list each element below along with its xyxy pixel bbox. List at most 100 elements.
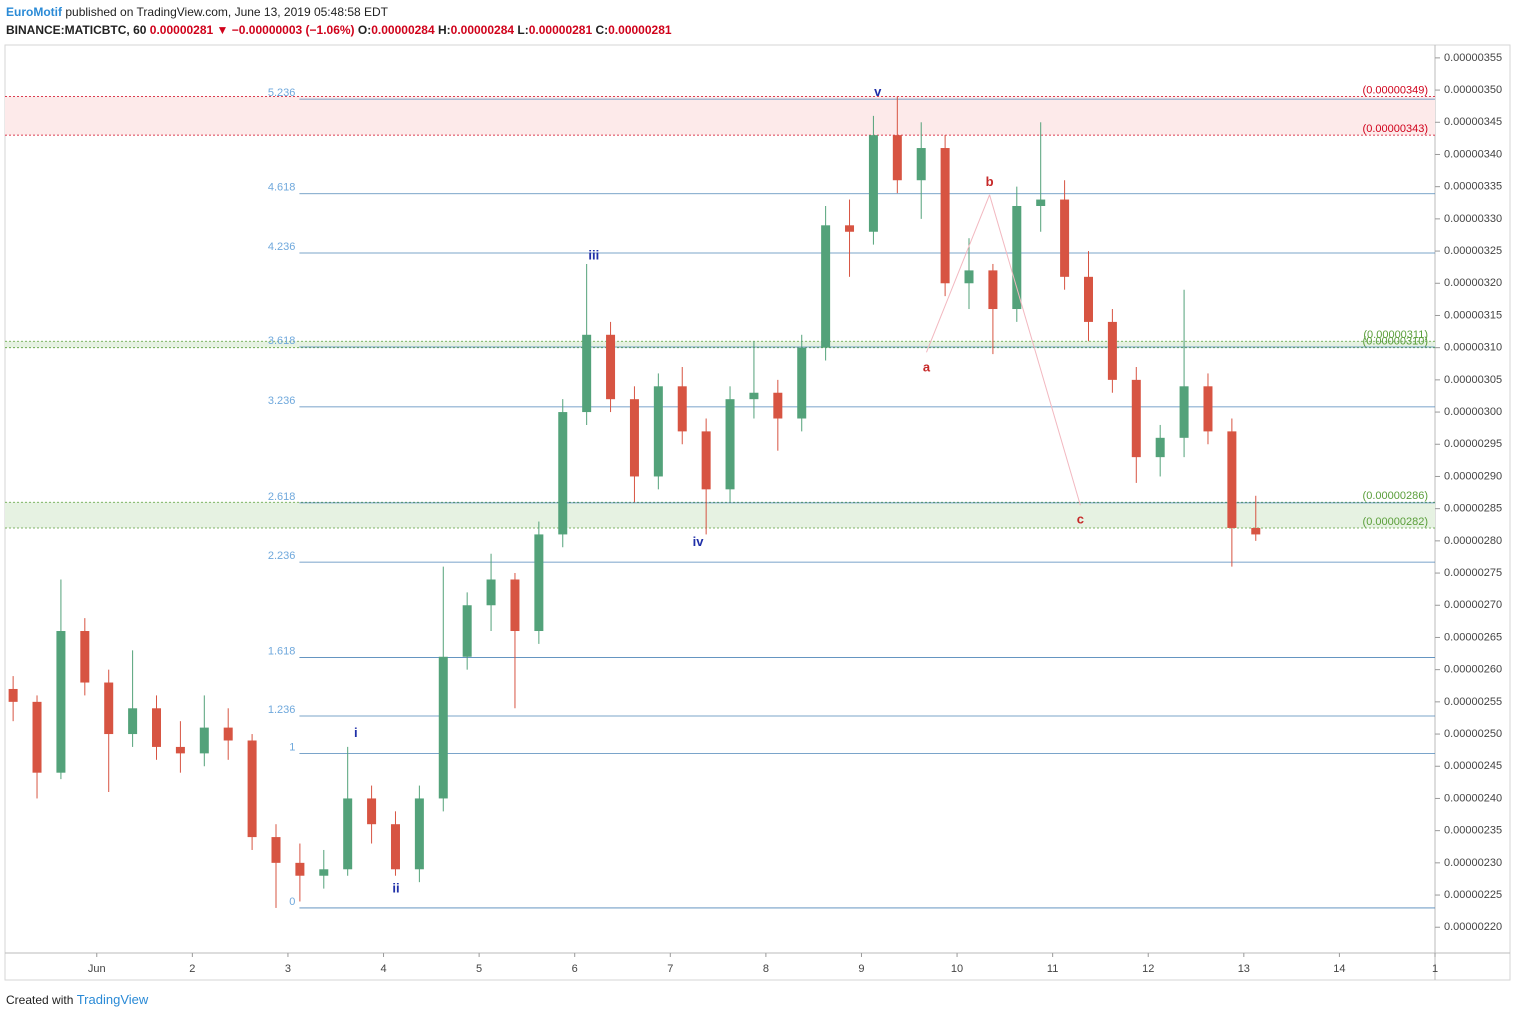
y-tick-label: 0.00000300	[1444, 406, 1502, 418]
candle-body	[295, 862, 305, 876]
candle-body	[701, 431, 711, 490]
y-tick-label: 0.00000355	[1444, 52, 1502, 64]
fib-ratio: 4.618	[268, 182, 296, 194]
y-tick-label: 0.00000255	[1444, 696, 1502, 708]
chart: 0.00000355 0.00000350 0.00000345 0.00000340…	[4, 44, 1511, 981]
y-tick-label: 0.00000265	[1444, 631, 1502, 643]
candle-body	[916, 148, 926, 181]
y-tick-label: 0.00000245	[1444, 760, 1502, 772]
candle-body	[1227, 431, 1237, 528]
candle-body	[1251, 527, 1261, 535]
fib-ratio: 1.618	[268, 645, 296, 657]
candle-body	[128, 708, 138, 735]
candle-body	[247, 740, 257, 838]
down-arrow: ▼	[216, 23, 229, 37]
candle-body	[653, 386, 663, 477]
x-tick-label: 12	[1142, 963, 1154, 975]
candle-body	[677, 386, 687, 432]
y-tick-label: 0.00000260	[1444, 664, 1502, 676]
x-tick-label: 5	[476, 963, 482, 975]
l-label: L:	[517, 23, 529, 37]
fib-ratio: 0	[289, 896, 295, 908]
brand[interactable]: TradingView	[76, 992, 149, 1007]
x-tick-label: 4	[380, 963, 386, 975]
o-label: O:	[357, 23, 372, 37]
y-tick-label: 0.00000330	[1444, 213, 1502, 225]
candle-body	[1060, 199, 1070, 277]
candle-body	[343, 798, 353, 870]
abc-line	[926, 194, 991, 353]
wave-label: ii	[392, 881, 399, 896]
candle-body	[1107, 321, 1117, 380]
y-tick-label: 0.00000340	[1444, 148, 1502, 160]
candle-body	[892, 135, 902, 181]
x-tick-label: 14	[1333, 963, 1345, 975]
candle-body	[749, 392, 759, 400]
wave-label: b	[986, 174, 994, 189]
x-tick-label: 8	[763, 963, 769, 975]
fib-ratio: 3.236	[268, 395, 296, 407]
wave-label: c	[1077, 512, 1084, 527]
footer: Created with TradingView	[6, 992, 148, 1007]
y-tick-label: 0.00000225	[1444, 889, 1502, 901]
y-tick-label: 0.00000270	[1444, 599, 1502, 611]
wave-label: i	[354, 725, 358, 740]
fib-ratio: 2.236	[268, 550, 296, 562]
zone	[5, 341, 1435, 348]
zone	[5, 502, 1435, 528]
y-tick-label: 0.00000305	[1444, 374, 1502, 386]
candle-body	[821, 225, 831, 348]
candle-body	[1179, 386, 1189, 438]
y-tick-label: 0.00000280	[1444, 535, 1502, 547]
candle-body	[175, 746, 185, 754]
candle-body	[1203, 386, 1213, 432]
candle-body	[629, 399, 639, 477]
fib-ratio: 3.618	[268, 335, 296, 347]
y-tick-label: 0.00000295	[1444, 438, 1502, 450]
zone-label: (0.00000286)	[1363, 490, 1428, 502]
candle-body	[845, 225, 855, 232]
wave-label: a	[923, 360, 931, 375]
author[interactable]: EuroMotif	[6, 5, 62, 19]
y-tick-label: 0.00000315	[1444, 309, 1502, 321]
zone-label: (0.00000311)	[1363, 329, 1428, 341]
y-tick-label: 0.00000250	[1444, 728, 1502, 740]
candle-body	[510, 579, 520, 632]
y-tick-label: 0.00000240	[1444, 792, 1502, 804]
candle-body	[1155, 437, 1165, 458]
y-tick-label: 0.00000325	[1444, 245, 1502, 257]
candle-body	[773, 392, 783, 419]
candle-body	[152, 708, 162, 747]
candle-body	[8, 688, 18, 702]
created-with: Created with	[6, 993, 74, 1007]
candle-body	[1083, 276, 1093, 322]
x-tick-label: 13	[1238, 963, 1250, 975]
zone-label: (0.00000282)	[1363, 516, 1428, 528]
candle-body	[582, 334, 592, 413]
y-tick-label: 0.00000230	[1444, 857, 1502, 869]
x-tick-label: 2	[189, 963, 195, 975]
x-tick-label: 3	[285, 963, 291, 975]
candle-body	[271, 837, 281, 863]
y-tick-label: 0.00000335	[1444, 181, 1502, 193]
candle-body	[606, 334, 616, 400]
fib-ratio: 2.618	[268, 491, 296, 503]
zone-label: (0.00000310)	[1363, 336, 1428, 348]
candle-body	[462, 605, 472, 657]
fib-ratio: 5.236	[268, 87, 296, 99]
candle-body	[725, 399, 735, 490]
candle-body	[56, 631, 66, 773]
candle-body	[797, 347, 807, 419]
wave-label: iii	[588, 248, 599, 263]
wave-label: v	[874, 84, 882, 99]
candle-body	[1036, 199, 1046, 206]
candle-body	[414, 798, 424, 870]
x-tick-label: 7	[667, 963, 673, 975]
x-tick-label: 6	[572, 963, 578, 975]
y-tick-label: 0.00000345	[1444, 116, 1502, 128]
x-tick-label: 11	[1047, 963, 1058, 975]
h-label: H:	[437, 23, 451, 37]
zone-label: (0.00000343)	[1363, 123, 1428, 135]
wave-label: iv	[693, 534, 705, 549]
last-price: 0.00000281	[149, 23, 214, 37]
